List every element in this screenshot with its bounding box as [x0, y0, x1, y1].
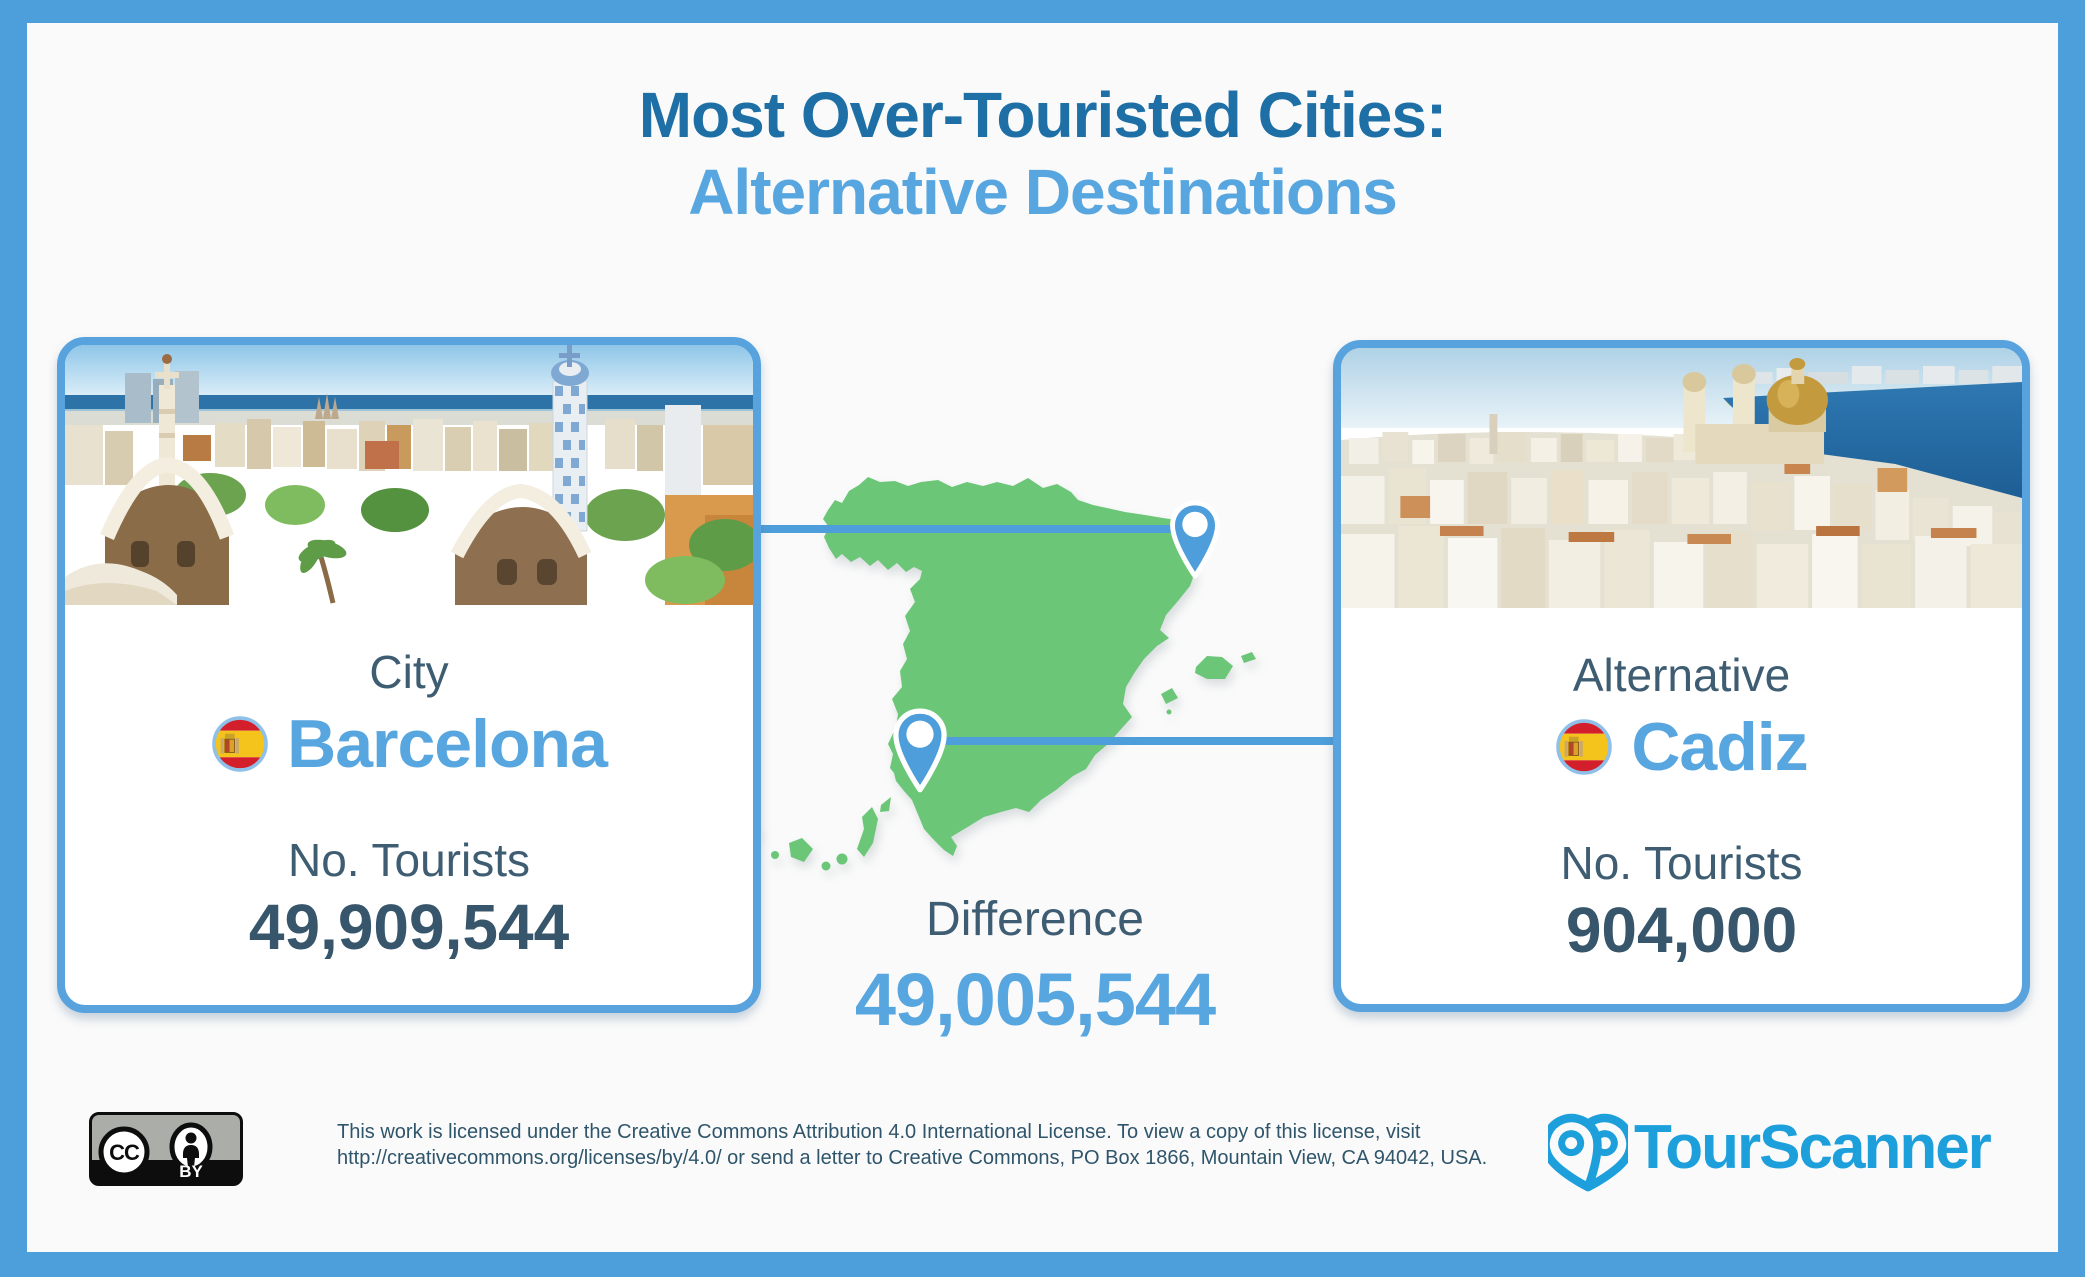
- title-line2: Alternative Destinations: [688, 156, 1398, 229]
- cc-letters: CC: [109, 1140, 140, 1165]
- title-line1: Most Over-Touristed Cities:: [638, 79, 1447, 151]
- alternative-role-label: Alternative: [1572, 649, 1791, 701]
- city-tourists-value: 49,909,544: [248, 891, 570, 963]
- cadiz-pin-icon: [890, 708, 950, 796]
- canary-island-4: [821, 861, 831, 871]
- alternative-name: Cadiz: [1631, 709, 1808, 785]
- menorca-island: [1241, 652, 1256, 663]
- tourscanner-heart-icon: [1541, 1097, 1635, 1198]
- city-name: Barcelona: [287, 706, 608, 782]
- spain-flag-icon: [211, 715, 269, 773]
- difference-value: 49,005,544: [854, 958, 1216, 1041]
- canary-island-5: [836, 853, 848, 865]
- license-text: This work is licensed under the Creative…: [337, 1119, 1497, 1171]
- cc-by-badge: CC BY: [89, 1112, 243, 1186]
- alternative-tourists-label: No. Tourists: [1560, 837, 1803, 889]
- page-title: Most Over-Touristed Cities: Alternative …: [0, 79, 2085, 229]
- city-role-label: City: [369, 646, 449, 698]
- formentera-island: [1166, 709, 1172, 715]
- alternative-name-row: Cadiz: [1341, 708, 2022, 786]
- difference-block: Difference 49,005,544: [745, 892, 1325, 1042]
- cc-icon: CC: [98, 1126, 150, 1178]
- connector-line-barcelona: [761, 525, 1185, 533]
- mallorca-island: [1195, 656, 1233, 679]
- barcelona-pin-icon: [1167, 500, 1223, 582]
- license-line2: http://creativecommons.org/licenses/by/4…: [337, 1147, 1488, 1169]
- difference-label: Difference: [926, 893, 1144, 946]
- canary-island-3: [789, 838, 813, 862]
- city-tourists-label: No. Tourists: [287, 834, 531, 886]
- attribution-person-icon: [169, 1122, 213, 1172]
- ibiza-island: [1161, 688, 1178, 704]
- barcelona-photo: [65, 345, 753, 605]
- connector-line-cadiz: [938, 737, 1335, 745]
- tourscanner-wordmark: TourScanner: [1634, 1113, 1992, 1182]
- city-card: City: [57, 337, 761, 1013]
- tourscanner-logo: TourScanner: [1541, 1097, 1992, 1198]
- canary-island-7: [880, 797, 891, 812]
- city-name-row: Barcelona: [65, 705, 753, 783]
- canary-island-6: [857, 807, 878, 857]
- license-line1: This work is licensed under the Creative…: [337, 1121, 1421, 1143]
- alternative-tourists-value: 904,000: [1565, 894, 1798, 966]
- cc-by-label: BY: [179, 1162, 203, 1181]
- spain-mainland: [823, 477, 1195, 856]
- cadiz-photo: [1341, 348, 2022, 608]
- alternative-card: Alternative: [1333, 340, 2030, 1012]
- canary-island-2: [771, 851, 779, 859]
- spain-flag-icon: [1555, 718, 1613, 776]
